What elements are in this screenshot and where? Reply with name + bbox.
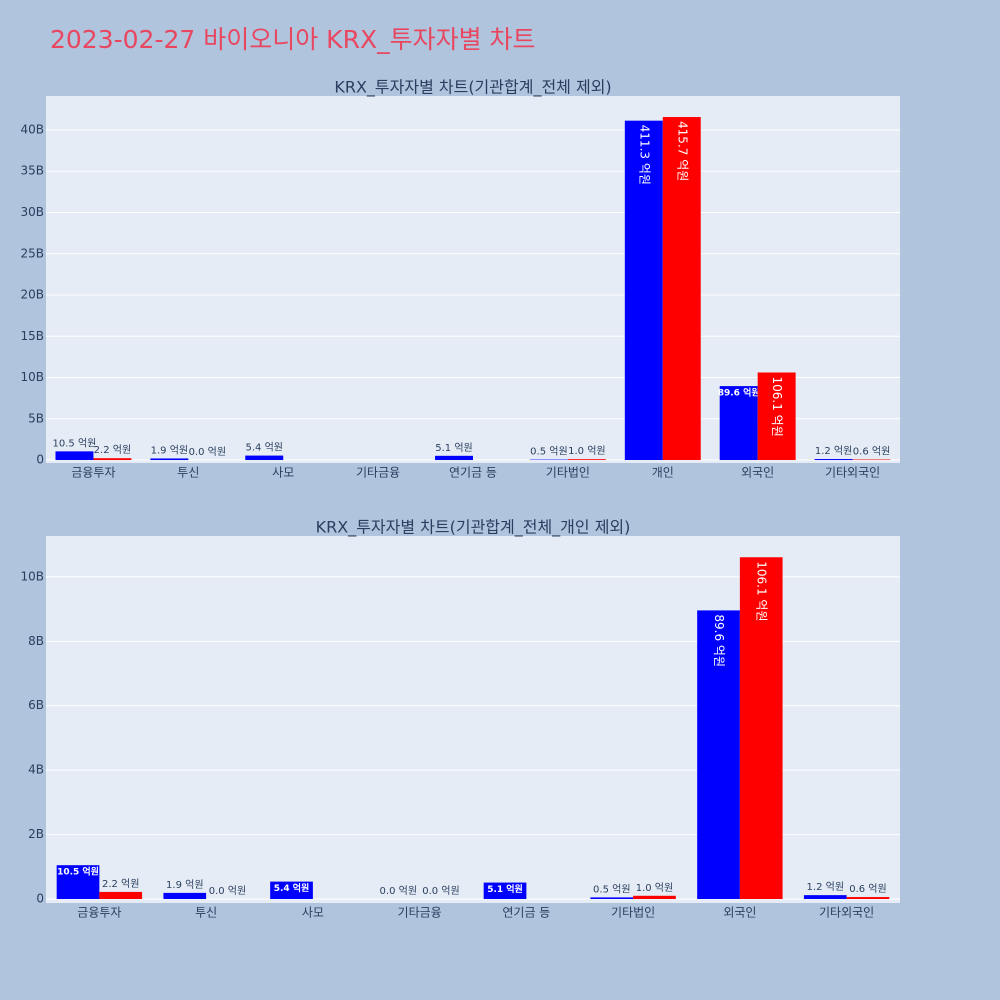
- value-label: 1.2 억원: [815, 445, 852, 457]
- value-label: 89.6 억원: [712, 614, 726, 667]
- value-label: 0.0 억원: [189, 446, 226, 458]
- value-label: 5.4 억원: [274, 882, 310, 894]
- x-tick-label: 기타외국인: [819, 906, 874, 920]
- y-tick-label: 25B: [20, 246, 44, 260]
- bar: [846, 897, 890, 900]
- y-tick-label: 35B: [20, 164, 44, 178]
- y-tick-label: 6B: [28, 698, 44, 712]
- y-tick-label: 5B: [28, 411, 44, 425]
- bar: [757, 372, 796, 461]
- value-label: 2.2 억원: [102, 878, 139, 890]
- value-label: 5.4 억원: [246, 442, 283, 454]
- value-label: 0.5 억원: [530, 446, 567, 458]
- bar: [803, 895, 847, 900]
- x-tick-label: 투신: [177, 466, 199, 480]
- x-tick-label: 기타법인: [611, 906, 655, 920]
- page-title: 2023-02-27 바이오니아 KRX_투자자별 차트: [50, 25, 536, 54]
- value-label: 0.6 억원: [853, 446, 890, 458]
- value-label: 0.0 억원: [422, 885, 459, 897]
- bar: [93, 458, 132, 461]
- bar: [662, 117, 701, 461]
- value-label: 1.9 억원: [166, 879, 203, 891]
- value-label: 106.1 억원: [770, 376, 784, 436]
- y-tick-label: 10B: [20, 370, 44, 384]
- value-label: 89.6 억원: [718, 387, 760, 399]
- bar: [697, 610, 740, 900]
- bar: [150, 458, 189, 461]
- y-tick-label: 40B: [20, 122, 44, 136]
- chart-title: KRX_투자자별 차트(기관합계_전체_개인 제외): [316, 518, 631, 538]
- y-tick-label: 8B: [28, 634, 44, 648]
- value-label: 10.5 억원: [53, 437, 97, 449]
- bar: [99, 891, 143, 900]
- bar: [245, 455, 284, 461]
- bar: [55, 451, 94, 461]
- y-tick-label: 10B: [20, 569, 44, 583]
- x-tick-label: 개인: [652, 466, 674, 480]
- x-tick-label: 기타금융: [398, 906, 442, 920]
- x-tick-label: 외국인: [741, 466, 774, 480]
- bar: [435, 455, 473, 461]
- x-tick-label: 사모: [272, 466, 294, 480]
- y-tick-label: 0: [36, 892, 44, 906]
- bar: [270, 881, 313, 900]
- bar: [739, 557, 783, 900]
- x-tick-label: 기타외국인: [825, 466, 880, 480]
- value-label: 0.6 억원: [849, 883, 886, 895]
- bar: [814, 459, 853, 461]
- x-tick-label: 기타법인: [546, 466, 590, 480]
- value-label: 106.1 억원: [755, 561, 769, 621]
- x-tick-label: 금융투자: [71, 466, 115, 480]
- x-tick-label: 연기금 등: [502, 906, 550, 920]
- x-tick-label: 연기금 등: [449, 466, 497, 480]
- bar: [483, 882, 527, 900]
- value-label: 415.7 억원: [675, 121, 689, 181]
- x-tick-label: 기타금융: [356, 466, 400, 480]
- x-tick-label: 금융투자: [77, 906, 121, 920]
- value-label: 10.5 억원: [57, 866, 99, 878]
- value-label: 2.2 억원: [94, 444, 131, 456]
- bar: [567, 459, 606, 461]
- x-tick-label: 외국인: [723, 906, 756, 920]
- bar: [633, 895, 676, 900]
- value-label: 1.2 억원: [807, 881, 844, 893]
- bar: [163, 892, 207, 900]
- value-label: 5.1 억원: [435, 442, 472, 454]
- value-label: 411.3 억원: [637, 125, 651, 185]
- chart-title: KRX_투자자별 차트(기관합계_전체 제외): [334, 78, 611, 98]
- bar: [590, 897, 634, 900]
- y-tick-label: 20B: [20, 288, 44, 302]
- value-label: 0.0 억원: [209, 885, 246, 897]
- y-tick-label: 4B: [28, 763, 44, 777]
- y-tick-label: 2B: [28, 827, 44, 841]
- x-tick-label: 사모: [302, 906, 324, 920]
- y-tick-label: 0: [36, 453, 44, 467]
- y-tick-label: 30B: [20, 205, 44, 219]
- value-label: 0.0 억원: [380, 885, 417, 897]
- value-label: 0.5 억원: [593, 883, 630, 895]
- bar: [624, 120, 663, 461]
- y-tick-label: 15B: [20, 329, 44, 343]
- value-label: 1.9 억원: [151, 444, 188, 456]
- value-label: 1.0 억원: [568, 445, 605, 457]
- bar: [719, 386, 758, 461]
- value-label: 5.1 억원: [487, 883, 523, 895]
- value-label: 1.0 억원: [636, 882, 673, 894]
- bar: [56, 865, 100, 900]
- x-tick-label: 투신: [195, 906, 217, 920]
